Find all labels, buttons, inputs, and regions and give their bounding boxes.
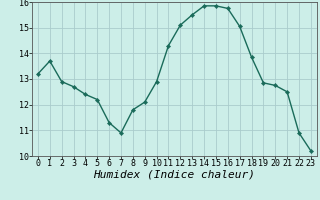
X-axis label: Humidex (Indice chaleur): Humidex (Indice chaleur) — [93, 170, 255, 180]
